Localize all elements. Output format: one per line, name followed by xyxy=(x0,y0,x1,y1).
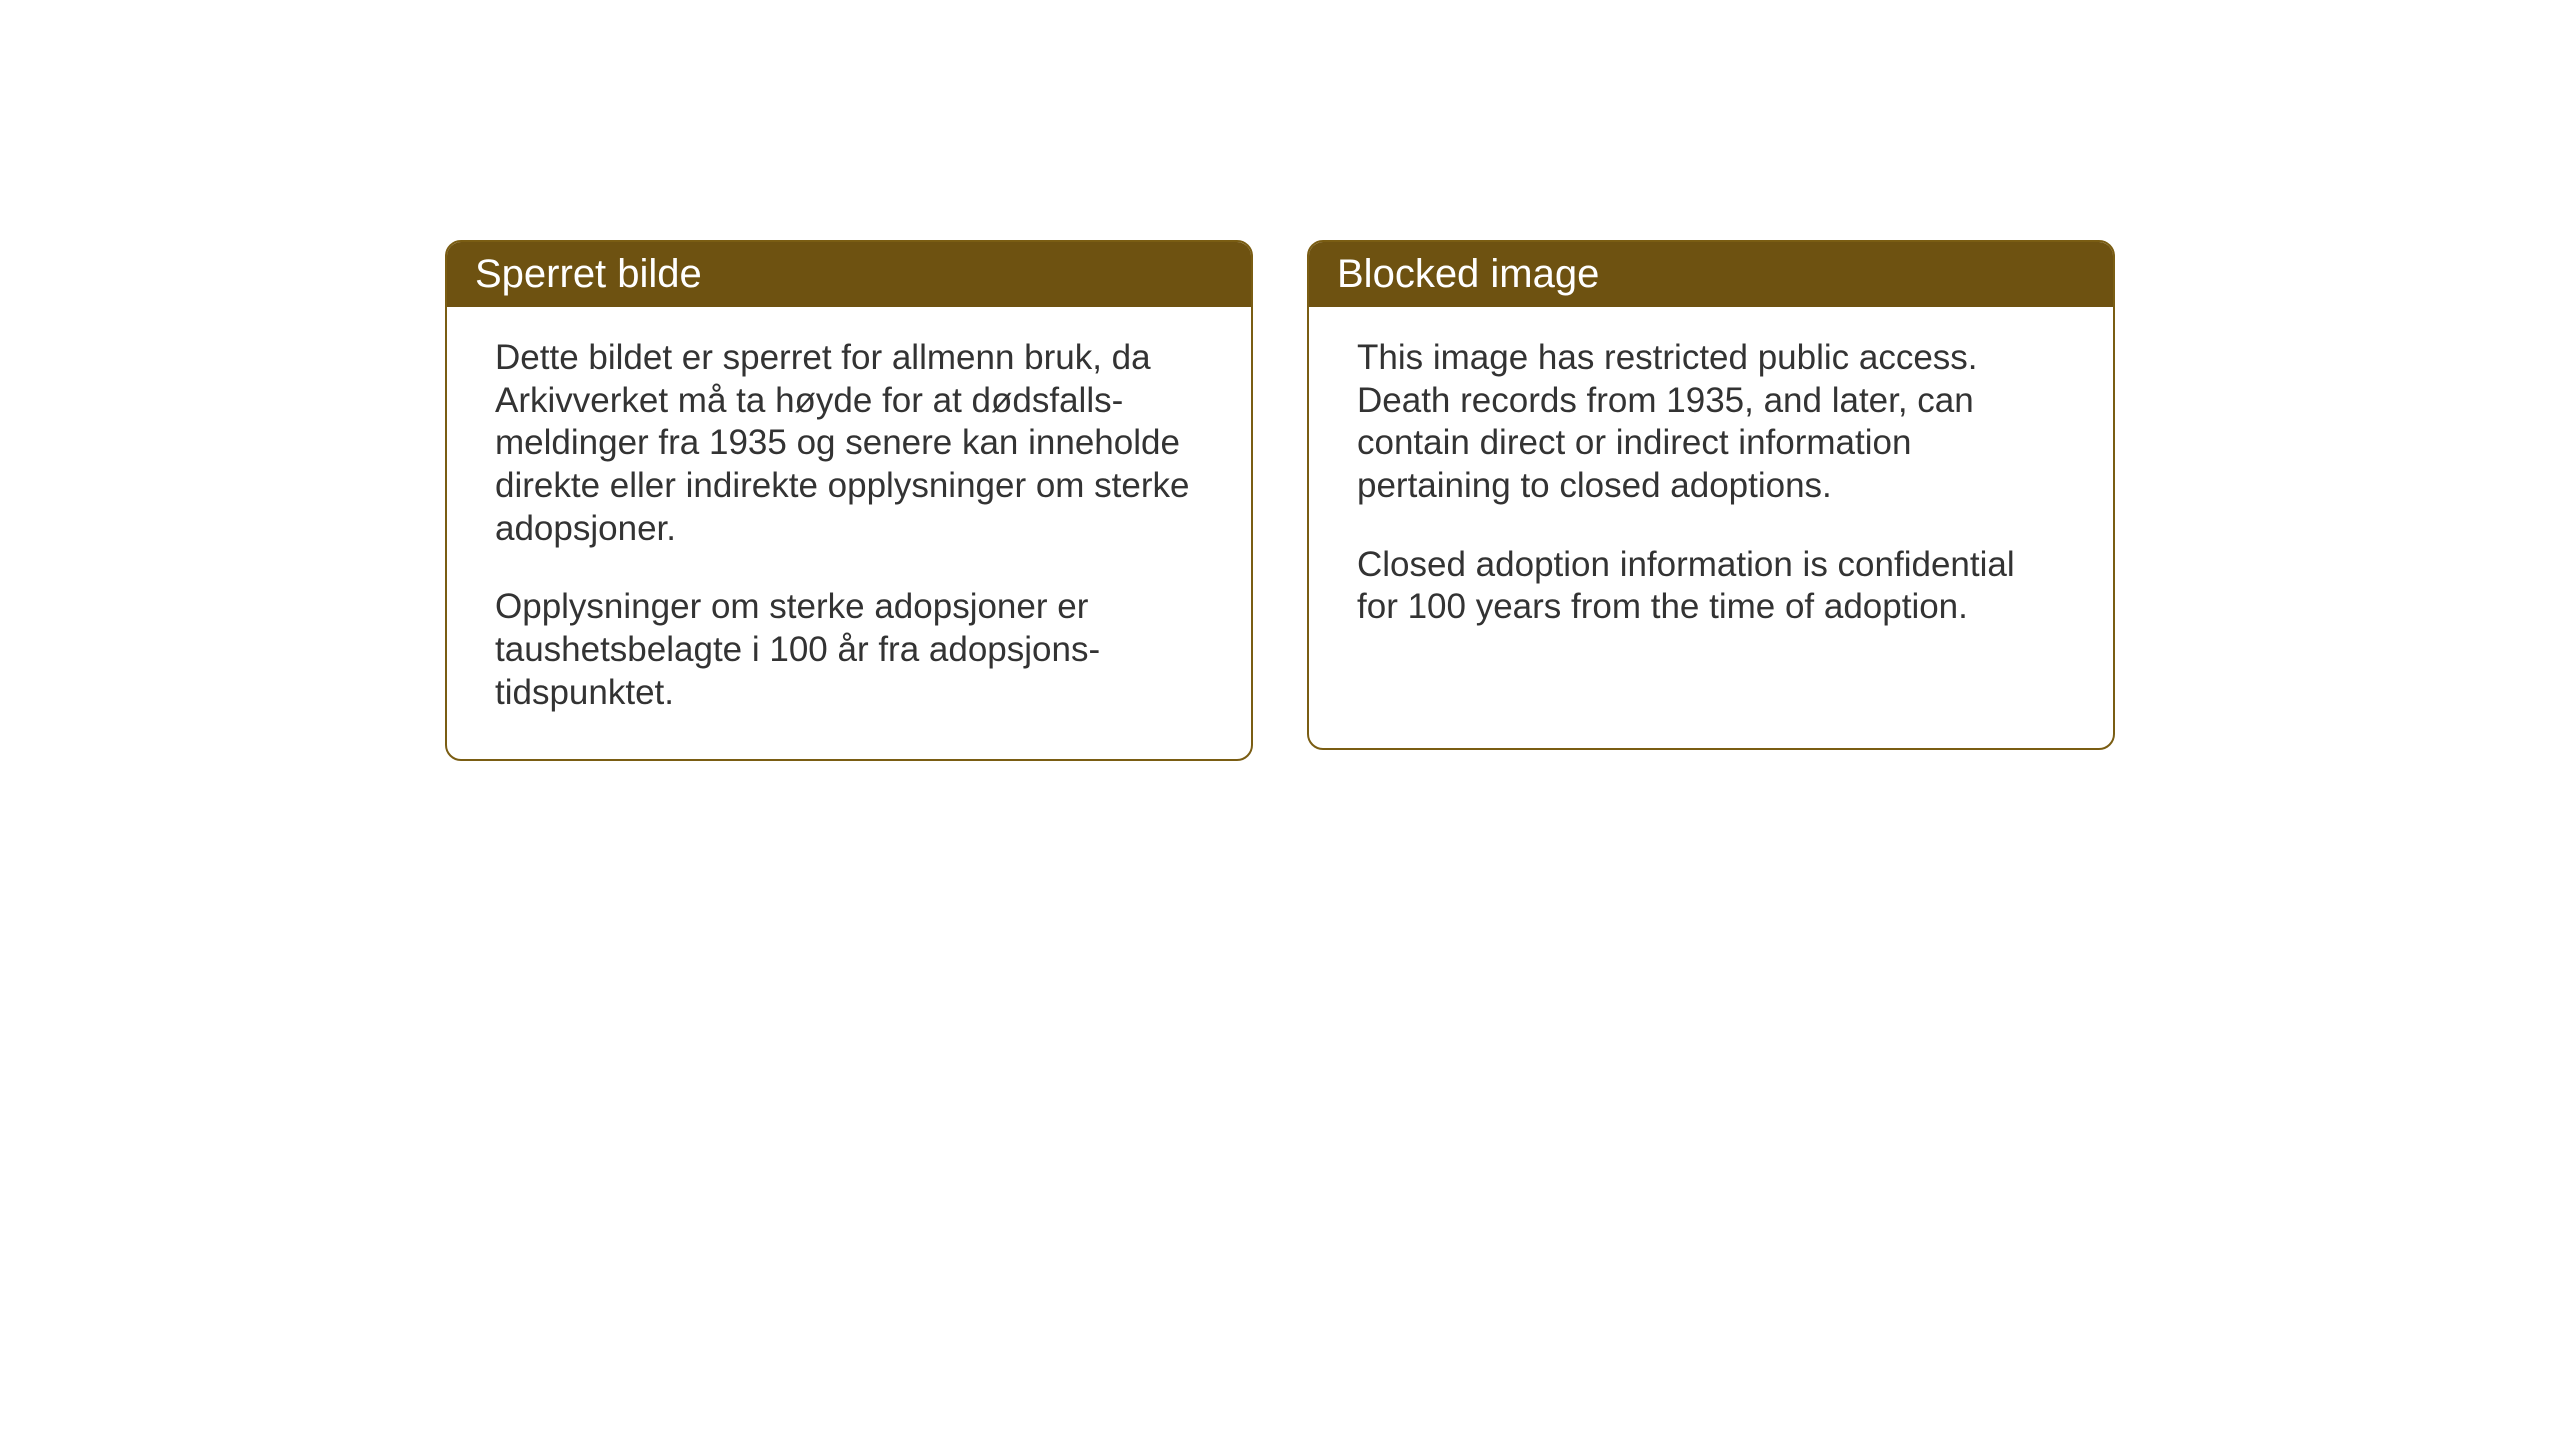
card-english-body: This image has restricted public access.… xyxy=(1309,307,2113,673)
card-english-paragraph-1: This image has restricted public access.… xyxy=(1357,337,2065,508)
card-english-paragraph-2: Closed adoption information is confident… xyxy=(1357,544,2065,629)
card-english: Blocked image This image has restricted … xyxy=(1307,240,2115,750)
card-english-header: Blocked image xyxy=(1309,242,2113,307)
card-norwegian: Sperret bilde Dette bildet er sperret fo… xyxy=(445,240,1253,761)
card-english-title: Blocked image xyxy=(1337,252,1599,296)
card-norwegian-paragraph-1: Dette bildet er sperret for allmenn bruk… xyxy=(495,337,1203,550)
card-norwegian-paragraph-2: Opplysninger om sterke adopsjoner er tau… xyxy=(495,586,1203,714)
card-container: Sperret bilde Dette bildet er sperret fo… xyxy=(445,240,2115,761)
card-norwegian-body: Dette bildet er sperret for allmenn bruk… xyxy=(447,307,1251,759)
card-norwegian-header: Sperret bilde xyxy=(447,242,1251,307)
card-norwegian-title: Sperret bilde xyxy=(475,252,702,296)
